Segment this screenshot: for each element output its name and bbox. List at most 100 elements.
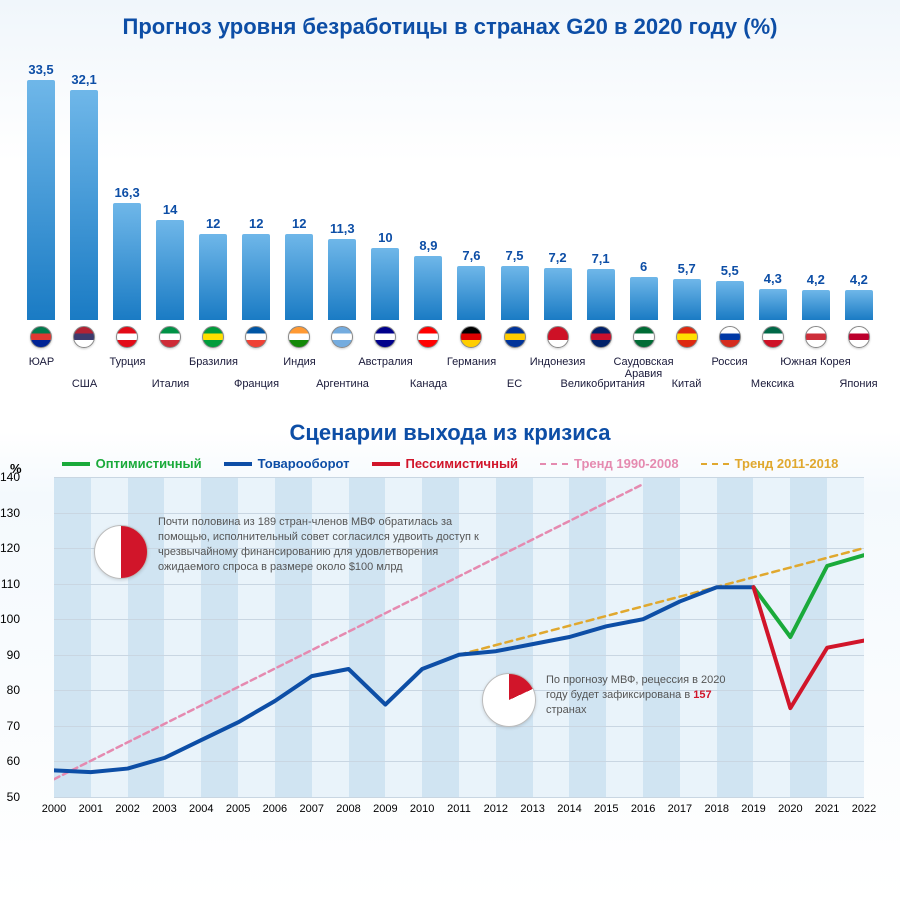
x-tick: 2003 [152, 803, 176, 815]
line-chart: % 5060708090100110120130140 Почти полови… [54, 477, 864, 797]
bar-col-17: 4,3 [752, 271, 794, 348]
flag-icon [547, 326, 569, 348]
bar-label: Южная Корея [776, 356, 856, 368]
bar-col-15: 5,7 [666, 261, 708, 348]
flag-icon [719, 326, 741, 348]
bar-label: Китай [647, 378, 727, 390]
x-tick: 2000 [42, 803, 66, 815]
flag-icon [116, 326, 138, 348]
annotation-1: Почти половина из 189 стран-членов МВФ о… [158, 515, 498, 574]
y-tick: 50 [7, 790, 20, 804]
bar-col-5: 12 [235, 216, 277, 348]
bar-chart-title: Прогноз уровня безработицы в странах G20… [0, 0, 900, 40]
bar-label: Бразилия [174, 356, 254, 368]
bar-value: 4,2 [807, 272, 825, 287]
bar-col-12: 7,2 [537, 250, 579, 348]
bar-rect [199, 234, 227, 320]
bar-col-14: 6 [623, 259, 665, 348]
bar-rect [716, 281, 744, 320]
bar-label: Франция [217, 378, 297, 390]
legend-label: Тренд 2011-2018 [735, 456, 839, 471]
bar-value: 10 [378, 230, 392, 245]
bar-label: Мексика [733, 378, 813, 390]
flag-icon [676, 326, 698, 348]
x-tick: 2005 [226, 803, 250, 815]
bar-label: Италия [131, 378, 211, 390]
x-tick: 2014 [557, 803, 581, 815]
legend-item: Пессимистичный [372, 456, 519, 471]
bar-value: 4,3 [764, 271, 782, 286]
bar-rect [285, 234, 313, 320]
x-tick: 2022 [852, 803, 876, 815]
x-tick: 2009 [373, 803, 397, 815]
bar-value: 32,1 [71, 72, 96, 87]
bar-label: ЕС [475, 378, 555, 390]
bar-label: Турция [88, 356, 168, 368]
bar-label: Канада [389, 378, 469, 390]
flag-icon [417, 326, 439, 348]
legend-item: Оптимистичный [62, 456, 202, 471]
line-chart-title: Сценарии выхода из кризиса [0, 420, 900, 446]
x-tick: 2006 [263, 803, 287, 815]
legend-swatch [372, 462, 400, 466]
bar-col-3: 14 [149, 202, 191, 348]
bar-value: 12 [206, 216, 220, 231]
bar-rect [587, 269, 615, 320]
bar-col-6: 12 [278, 216, 320, 348]
bar-col-18: 4,2 [795, 272, 837, 348]
bar-rect [414, 256, 442, 320]
bar-value: 5,5 [721, 263, 739, 278]
x-tick: 2011 [447, 803, 471, 815]
bar-col-11: 7,5 [494, 248, 536, 348]
bar-rect [457, 266, 485, 320]
x-tick: 2012 [484, 803, 508, 815]
pie-icon-2 [482, 673, 536, 727]
flag-icon [590, 326, 612, 348]
bar-col-8: 10 [364, 230, 406, 348]
x-tick: 2002 [115, 803, 139, 815]
y-tick: 70 [7, 719, 20, 733]
bar-value: 6 [640, 259, 647, 274]
x-tick: 2010 [410, 803, 434, 815]
bar-col-19: 4,2 [838, 272, 880, 348]
bar-label: Россия [690, 356, 770, 368]
bar-rect [156, 220, 184, 320]
x-tick: 2020 [778, 803, 802, 815]
bar-rect [328, 239, 356, 320]
bar-col-0: 33,5 [20, 62, 62, 348]
bar-value: 14 [163, 202, 177, 217]
pie-icon-1 [94, 525, 148, 579]
bar-rect [242, 234, 270, 320]
x-tick: 2017 [668, 803, 692, 815]
legend-label: Пессимистичный [406, 456, 519, 471]
x-axis: 2000200120022003200420052006200720082009… [54, 803, 864, 817]
bar-col-16: 5,5 [709, 263, 751, 348]
flag-icon [762, 326, 784, 348]
bar-value: 7,1 [592, 251, 610, 266]
y-tick: 80 [7, 683, 20, 697]
flag-icon [202, 326, 224, 348]
flag-icon [805, 326, 827, 348]
x-tick: 2013 [520, 803, 544, 815]
y-tick: 100 [0, 612, 20, 626]
x-tick: 2018 [704, 803, 728, 815]
legend-item: Тренд 2011-2018 [701, 456, 839, 471]
flag-icon [848, 326, 870, 348]
bar-label: Саудовская Аравия [604, 356, 684, 380]
x-tick: 2007 [299, 803, 323, 815]
y-tick: 60 [7, 754, 20, 768]
bar-value: 33,5 [28, 62, 53, 77]
legend-item: Тренд 1990-2008 [540, 456, 679, 471]
legend-label: Товарооборот [258, 456, 350, 471]
bar-col-2: 16,3 [106, 185, 148, 348]
flag-icon [30, 326, 52, 348]
y-tick: 120 [0, 541, 20, 555]
bar-value: 12 [292, 216, 306, 231]
bar-value: 7,5 [505, 248, 523, 263]
bar-chart: 33,532,116,31412121211,3108,97,67,57,27,… [20, 58, 880, 348]
flag-icon [633, 326, 655, 348]
bar-label: США [45, 378, 125, 390]
x-tick: 2001 [79, 803, 103, 815]
legend-item: Товарооборот [224, 456, 350, 471]
bar-col-7: 11,3 [321, 221, 363, 348]
